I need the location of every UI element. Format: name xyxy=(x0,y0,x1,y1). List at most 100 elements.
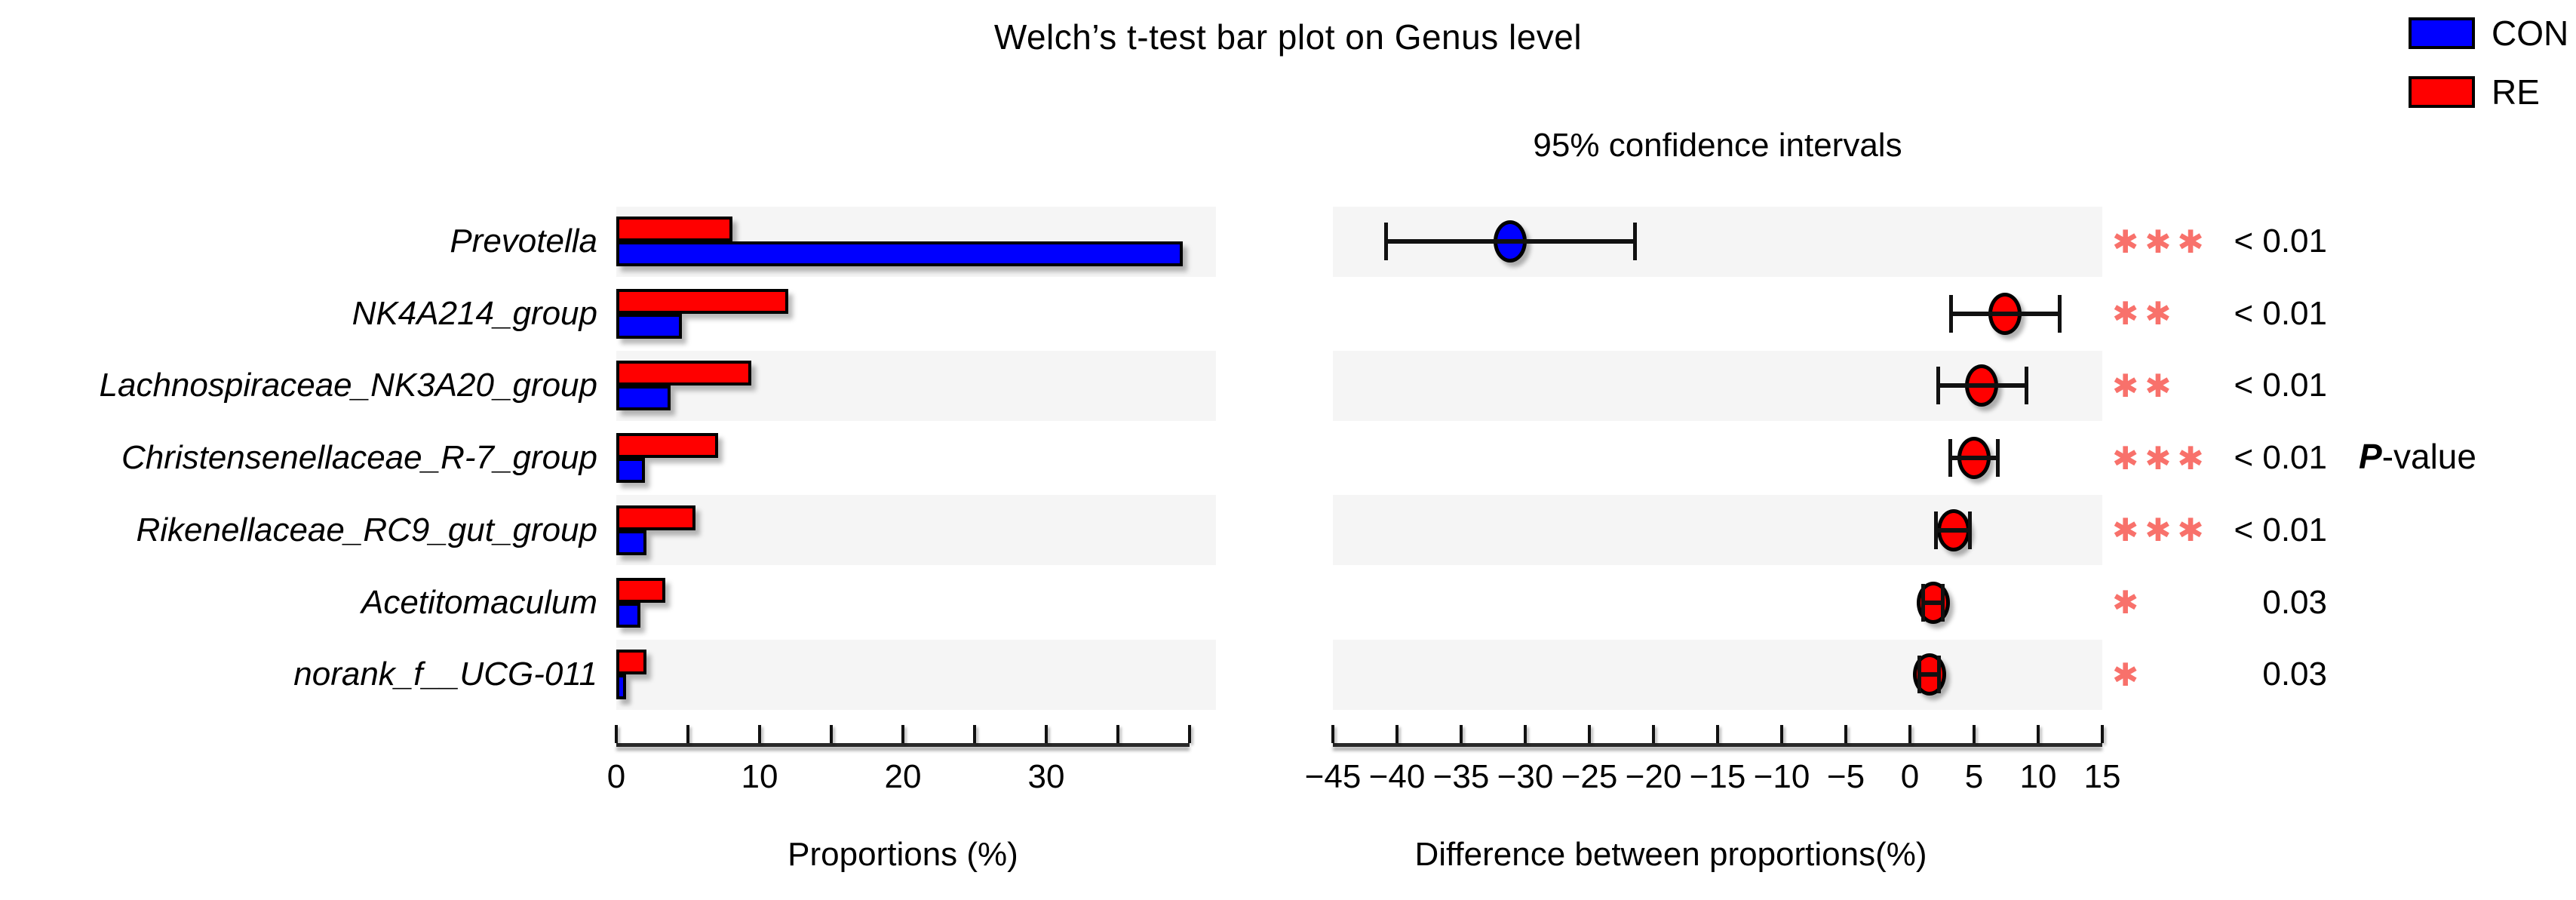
significance-stars: ✱ xyxy=(2112,585,2145,620)
axis-tick-label: −15 xyxy=(1689,758,1746,795)
ci-errorbar-line xyxy=(1923,600,1944,605)
axis-tick xyxy=(686,725,689,743)
genus-label: Acetitomaculum xyxy=(361,583,597,621)
right-axis-title: Difference between proportions(%) xyxy=(1414,836,1927,873)
axis-tick xyxy=(2101,725,2104,743)
axis-tick xyxy=(830,725,833,743)
legend-item-re: RE xyxy=(2409,75,2568,109)
pvalue-header: P-value xyxy=(2327,435,2508,478)
ci-errorbar-cap-left xyxy=(1383,223,1388,260)
proportion-bar-con xyxy=(616,602,641,628)
axis-tick xyxy=(1588,725,1591,743)
x-axis-right xyxy=(1333,743,2102,747)
axis-tick-label: 0 xyxy=(606,758,626,795)
ci-errorbar-line xyxy=(1936,527,1970,533)
significance-stars: ✱ xyxy=(2112,656,2145,693)
genus-label: NK4A214_group xyxy=(352,294,597,332)
ci-errorbar-cap-right xyxy=(2024,367,2028,405)
axis-tick xyxy=(615,725,618,743)
genus-label: Lachnospiraceae_NK3A20_group xyxy=(99,367,598,404)
axis-tick xyxy=(1331,725,1334,743)
axis-tick-label: −20 xyxy=(1625,758,1682,795)
significance-stars: ✱✱✱ xyxy=(2112,223,2210,260)
proportion-bar-re xyxy=(616,577,665,603)
ci-errorbar-cap-left xyxy=(1934,511,1938,549)
axis-tick xyxy=(973,725,976,743)
ci-errorbar-cap-right xyxy=(1633,223,1638,260)
ci-subtitle: 95% confidence intervals xyxy=(1533,127,1902,164)
axis-tick-label: 10 xyxy=(2019,758,2057,795)
axis-tick-label: −45 xyxy=(1304,758,1362,795)
ci-errorbar-cap-left xyxy=(1921,583,1925,622)
p-value-text: 0.03 xyxy=(2262,583,2327,621)
axis-tick-label: −5 xyxy=(1826,758,1865,795)
axis-tick-label: −35 xyxy=(1432,758,1490,795)
significance-stars: ✱✱ xyxy=(2112,296,2178,332)
p-value-text: < 0.01 xyxy=(2234,439,2327,477)
legend-item-con: CON xyxy=(2409,14,2569,53)
proportion-bar-re xyxy=(616,433,718,459)
proportion-bar-con xyxy=(616,313,683,339)
proportion-bar-con xyxy=(616,385,671,411)
ci-errorbar-cap-left xyxy=(1936,367,1941,405)
proportion-bar-con xyxy=(616,458,645,484)
pvalue-header-rest: -value xyxy=(2381,437,2476,476)
proportion-bar-re xyxy=(616,361,751,386)
ci-errorbar-cap-right xyxy=(1941,583,1945,622)
row-stripe xyxy=(1333,639,2102,710)
ci-errorbar-cap-left xyxy=(1917,656,1921,694)
axis-tick xyxy=(1188,725,1191,743)
p-value-text: < 0.01 xyxy=(2234,294,2327,332)
legend-swatch-re xyxy=(2409,76,2475,108)
ci-errorbar-cap-right xyxy=(2057,294,2062,333)
ci-errorbar-cap-left xyxy=(1948,439,1952,478)
ci-errorbar-line xyxy=(1951,311,2060,316)
axis-tick xyxy=(2037,725,2040,743)
axis-tick xyxy=(1045,725,1048,743)
axis-tick-label: −40 xyxy=(1368,758,1426,795)
axis-tick xyxy=(1844,725,1847,743)
legend-label-con: CON xyxy=(2492,14,2569,53)
p-value-text: < 0.01 xyxy=(2234,511,2327,548)
axis-tick xyxy=(1460,725,1463,743)
axis-tick xyxy=(1524,725,1527,743)
left-axis-title: Proportions (%) xyxy=(788,836,1018,873)
pvalue-header-italic: P xyxy=(2359,437,2382,476)
p-value-text: < 0.01 xyxy=(2234,223,2327,260)
axis-tick-label: 30 xyxy=(1027,758,1065,795)
ci-errorbar-line xyxy=(1938,383,2027,389)
ci-errorbar-cap-right xyxy=(1996,439,2000,478)
p-value-text: < 0.01 xyxy=(2234,367,2327,404)
axis-tick xyxy=(758,725,761,743)
axis-tick xyxy=(1780,725,1783,743)
significance-stars: ✱✱✱ xyxy=(2112,512,2210,548)
axis-tick-label: 5 xyxy=(1964,758,1984,795)
chart-title: Welch’s t-test bar plot on Genus level xyxy=(993,17,1583,57)
ci-errorbar-line xyxy=(1385,239,1636,244)
genus-label: Christensenellaceae_R-7_group xyxy=(121,439,597,477)
proportion-bar-con xyxy=(616,530,646,555)
p-value-text: 0.03 xyxy=(2262,656,2327,693)
axis-tick xyxy=(1652,725,1655,743)
proportion-bar-re xyxy=(616,650,646,675)
proportion-bar-con xyxy=(616,241,1183,266)
row-stripe xyxy=(1333,495,2102,566)
ci-errorbar-cap-right xyxy=(1967,511,1972,549)
genus-label: Rikenellaceae_RC9_gut_group xyxy=(136,511,597,548)
ci-errorbar-cap-right xyxy=(1937,656,1942,694)
x-axis-left xyxy=(616,743,1190,747)
row-stripe xyxy=(616,639,1216,710)
ci-errorbar-line xyxy=(1918,672,1940,677)
axis-tick-label: 15 xyxy=(2083,758,2121,795)
significance-stars: ✱✱✱ xyxy=(2112,440,2210,476)
axis-tick xyxy=(1908,725,1911,743)
axis-tick-label: −30 xyxy=(1497,758,1554,795)
axis-tick-label: −10 xyxy=(1753,758,1810,795)
genus-label: Prevotella xyxy=(450,223,597,260)
proportion-bar-con xyxy=(616,674,627,700)
significance-stars: ✱✱ xyxy=(2112,367,2178,404)
genus-label: norank_f__UCG-011 xyxy=(293,656,597,693)
ci-errorbar-cap-left xyxy=(1949,294,1954,333)
row-stripe xyxy=(616,495,1216,566)
